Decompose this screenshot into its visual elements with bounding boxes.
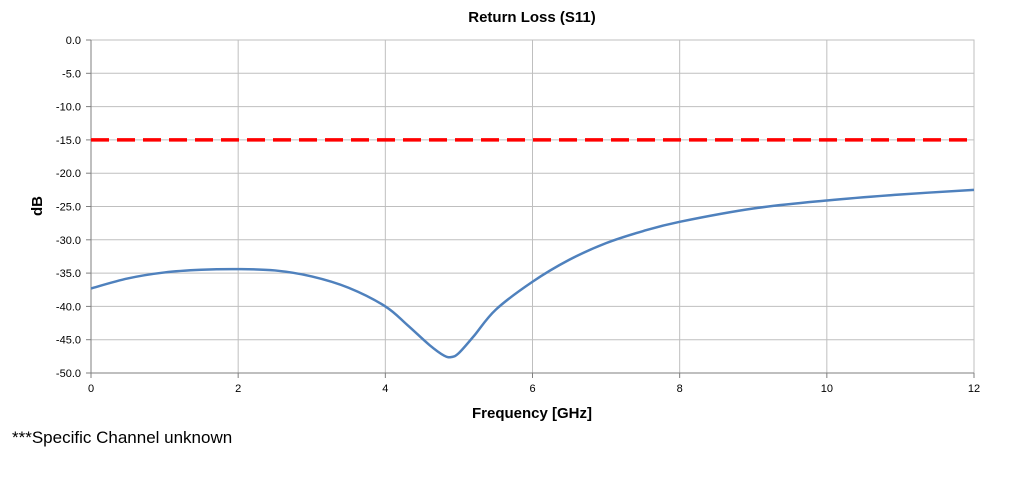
x-axis-title: Frequency [GHz] [472,405,592,422]
y-tick-label: -10.0 [56,102,81,114]
footnote: ***Specific Channel unknown [12,428,233,447]
y-axis-title: dB [29,196,46,216]
x-tick-label: 4 [382,383,388,395]
y-tick-label: -5.0 [62,68,81,80]
y-tick-label: -20.0 [56,168,81,180]
y-tick-label: -50.0 [56,368,81,380]
x-tick-label: 0 [88,383,94,395]
s11-curve [90,188,975,359]
y-tick-label: -40.0 [56,301,81,313]
y-tick-label: -25.0 [56,202,81,214]
y-tick-label: -35.0 [56,268,81,280]
series-layer [90,138,975,359]
x-tick-label: 2 [235,383,241,395]
y-tick-label: -15.0 [56,135,81,147]
chart-title: Return Loss (S11) [468,9,596,26]
y-tick-label: 0.0 [66,35,81,47]
x-tick-label: 10 [821,383,833,395]
y-axis-ticks: 0.0 -5.0 -10.0 -15.0 -20.0 -25.0 -30.0 -35.0 -40… [56,35,92,380]
x-axis-ticks: 0 2 4 6 8 10 12 [88,372,980,395]
x-tick-label: 6 [529,383,535,395]
grid [90,39,975,374]
y-tick-label: -45.0 [56,335,81,347]
x-tick-label: 12 [968,383,980,395]
y-tick-label: -30.0 [56,235,81,247]
x-tick-label: 8 [677,383,683,395]
